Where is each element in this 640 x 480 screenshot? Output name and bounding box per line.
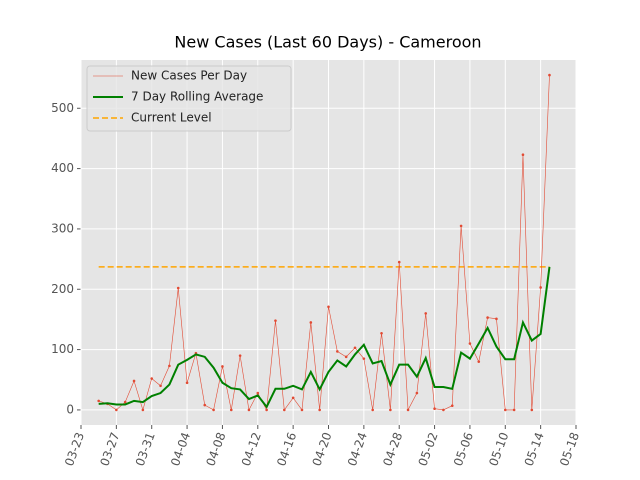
legend-label: New Cases Per Day <box>131 69 247 83</box>
y-tick-label: 500 <box>51 101 74 115</box>
x-tick-label: 04-24 <box>345 430 370 468</box>
x-tick-label: 05-10 <box>486 430 511 468</box>
x-tick-label: 04-08 <box>203 430 228 468</box>
data-point <box>512 408 516 412</box>
data-point <box>406 408 410 412</box>
data-point <box>265 408 268 412</box>
y-tick-label: 200 <box>51 282 74 296</box>
data-point <box>238 354 242 357</box>
data-point <box>530 408 534 412</box>
data-point <box>283 408 286 412</box>
data-point <box>486 316 489 319</box>
data-point <box>327 305 330 309</box>
data-point <box>353 346 357 350</box>
data-point <box>256 391 260 395</box>
x-tick-label: 03-23 <box>62 430 87 468</box>
legend-box <box>86 65 292 132</box>
x-tick-label: 05-06 <box>451 430 476 468</box>
x-tick-label: 04-20 <box>310 430 335 468</box>
data-point <box>115 408 118 412</box>
data-point <box>362 357 366 360</box>
data-point <box>495 317 498 321</box>
data-point <box>123 400 127 404</box>
x-tick-label: 03-27 <box>97 430 122 468</box>
x-tick-label: 03-31 <box>133 430 158 468</box>
data-point <box>229 408 233 412</box>
data-point <box>309 321 313 324</box>
data-point <box>415 391 419 395</box>
data-point <box>344 355 348 359</box>
data-point <box>291 396 295 400</box>
data-point <box>433 407 436 411</box>
data-point <box>459 224 463 228</box>
legend-label: 7 Day Rolling Average <box>131 90 263 104</box>
chart-title: New Cases (Last 60 Days) - Cameroon <box>174 33 481 52</box>
y-tick-label: 400 <box>51 161 74 175</box>
data-point <box>168 364 171 368</box>
data-point <box>442 408 445 412</box>
data-point <box>336 350 339 353</box>
data-point <box>247 408 251 412</box>
data-point <box>548 73 551 77</box>
y-tick-label: 300 <box>51 221 74 235</box>
data-point <box>132 379 136 383</box>
data-point <box>397 260 401 264</box>
x-tick-label: 04-28 <box>380 430 405 468</box>
data-point <box>212 408 215 412</box>
legend-label: Current Level <box>131 111 212 125</box>
data-point <box>300 408 304 412</box>
x-tick-label: 04-12 <box>239 430 264 468</box>
x-tick-label: 05-18 <box>557 430 582 468</box>
x-tick-label: 04-04 <box>168 430 193 468</box>
data-point <box>274 319 277 322</box>
data-point <box>97 399 100 403</box>
x-tick-label: 05-14 <box>522 430 547 468</box>
data-point <box>468 342 472 345</box>
data-point <box>176 286 180 290</box>
data-point <box>503 408 507 412</box>
data-point <box>389 408 392 412</box>
data-point <box>380 331 383 335</box>
data-point <box>539 286 542 289</box>
data-point <box>424 312 428 315</box>
data-point <box>221 365 224 368</box>
data-point <box>141 408 145 412</box>
data-point <box>521 153 525 157</box>
data-point <box>477 360 481 363</box>
data-point <box>450 404 454 407</box>
x-tick-label: 04-16 <box>274 430 299 468</box>
data-point <box>185 381 189 385</box>
data-point <box>150 377 154 380</box>
data-point <box>159 384 162 388</box>
data-point <box>371 408 374 412</box>
y-tick-label: 0 <box>66 402 74 416</box>
series-line <box>98 266 551 409</box>
y-tick-label: 100 <box>51 342 74 356</box>
x-tick-label: 05-02 <box>416 430 441 468</box>
data-point <box>318 408 321 412</box>
data-point <box>203 403 207 407</box>
